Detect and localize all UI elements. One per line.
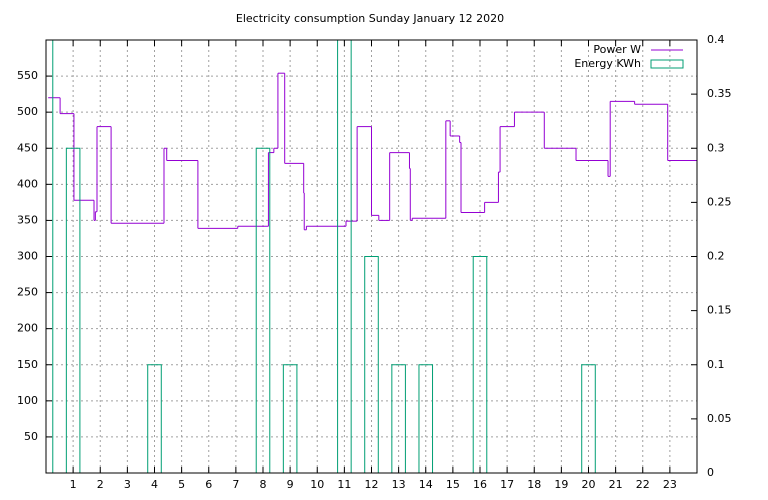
y-tick-label: 250 <box>17 286 38 299</box>
energy-box <box>337 40 352 473</box>
x-tick-label: 16 <box>473 478 487 491</box>
y-tick-label: 400 <box>17 177 38 190</box>
y2-tick-label: 0.4 <box>707 33 725 46</box>
x-tick-label: 22 <box>636 478 650 491</box>
x-tick-label: 10 <box>310 478 324 491</box>
x-tick-label: 17 <box>500 478 514 491</box>
x-tick-label: 1 <box>70 478 77 491</box>
y-tick-label: 100 <box>17 394 38 407</box>
energy-box <box>46 40 54 473</box>
y2-tick-label: 0.35 <box>707 87 732 100</box>
x-tick-label: 15 <box>446 478 460 491</box>
x-tick-label: 13 <box>392 478 406 491</box>
y2-tick-label: 0.15 <box>707 304 732 317</box>
x-tick-label: 7 <box>232 478 239 491</box>
energy-box <box>581 364 596 473</box>
y2-tick-label: 0.25 <box>707 195 732 208</box>
y2-tick-label: 0.1 <box>707 358 725 371</box>
energy-box <box>364 256 379 473</box>
x-tick-label: 11 <box>337 478 351 491</box>
y-tick-label: 150 <box>17 358 38 371</box>
x-tick-label: 18 <box>527 478 541 491</box>
x-tick-label: 6 <box>205 478 212 491</box>
energy-box <box>65 147 81 473</box>
x-tick-label: 8 <box>260 478 267 491</box>
x-tick-label: 14 <box>419 478 433 491</box>
y2-tick-label: 0.3 <box>707 141 725 154</box>
x-tick-label: 3 <box>124 478 131 491</box>
energy-box <box>418 364 434 473</box>
plot-frame <box>45 39 698 474</box>
y2-tick-label: 0.2 <box>707 250 725 263</box>
x-tick-label: 2 <box>97 478 104 491</box>
energy-box <box>282 364 298 473</box>
legend-label: Energy KWh <box>574 57 641 70</box>
legend-swatch <box>650 59 684 69</box>
energy-box <box>255 147 271 473</box>
power-riser <box>59 73 669 230</box>
y-tick-label: 50 <box>24 430 38 443</box>
x-tick-label: 12 <box>365 478 379 491</box>
legend-label: Power W <box>593 43 641 56</box>
y-tick-label: 550 <box>17 69 38 82</box>
y-tick-label: 450 <box>17 141 38 154</box>
energy-box <box>147 364 162 473</box>
energy-box <box>472 256 488 473</box>
energy-box <box>391 364 406 473</box>
y-tick-label: 200 <box>17 322 38 335</box>
x-tick-label: 9 <box>287 478 294 491</box>
y-tick-label: 300 <box>17 250 38 263</box>
x-tick-label: 5 <box>178 478 185 491</box>
plot-area <box>46 40 697 473</box>
chart-title: Electricity consumption Sunday January 1… <box>236 12 504 25</box>
y2-tick-label: 0 <box>707 466 714 479</box>
x-tick-label: 4 <box>151 478 158 491</box>
x-tick-label: 20 <box>582 478 596 491</box>
y-tick-label: 350 <box>17 213 38 226</box>
x-tick-label: 23 <box>663 478 677 491</box>
y-tick-label: 500 <box>17 105 38 118</box>
x-tick-label: 19 <box>554 478 568 491</box>
y2-tick-label: 0.05 <box>707 412 732 425</box>
x-tick-label: 21 <box>609 478 623 491</box>
